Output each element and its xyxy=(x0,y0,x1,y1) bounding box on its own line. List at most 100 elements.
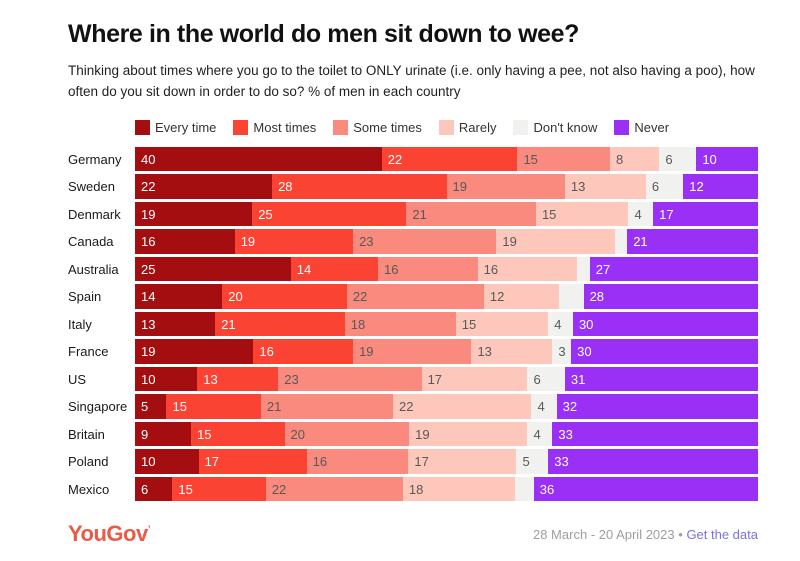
segment-value-label: 30 xyxy=(578,316,594,332)
chart-row: Australia 25 14 16 16 27 xyxy=(68,256,758,282)
legend-label: Don't know xyxy=(533,119,598,135)
segment-value-label: 15 xyxy=(461,316,477,332)
bar-segment: 25 xyxy=(135,256,291,282)
bar-segment: 19 xyxy=(409,421,528,447)
bar-segment: 21 xyxy=(627,229,759,254)
chart-row: Canada 16 19 23 19 21 xyxy=(68,229,759,254)
segment-value-label: 22 xyxy=(141,179,156,195)
bar-segment xyxy=(515,476,534,502)
bar-segment: 36 xyxy=(533,476,758,502)
bar-segment: 16 xyxy=(377,256,478,282)
bar-segment: 22 xyxy=(381,146,518,172)
bar-segment: 9 xyxy=(135,421,192,447)
bar-segment: 22 xyxy=(393,394,532,419)
bar-segment: 10 xyxy=(135,366,198,392)
segment-value-label: 31 xyxy=(570,371,586,387)
segment-value-label: 18 xyxy=(408,481,424,497)
legend-item: Rarely xyxy=(438,119,497,135)
legend-label: Some times xyxy=(353,119,422,135)
get-the-data-link[interactable]: Get the data xyxy=(686,526,758,542)
bar-segment: 30 xyxy=(572,311,758,337)
legend-label: Rarely xyxy=(458,119,497,135)
segment-value-label: 4 xyxy=(533,426,541,442)
chart-row: Italy 13 21 18 15 4 30 xyxy=(68,311,758,337)
segment-value-label: 28 xyxy=(278,179,293,195)
chart-row: Singapore 5 15 21 22 4 32 xyxy=(68,394,758,419)
chart-row: Mexico 6 15 22 18 36 xyxy=(68,476,758,502)
country-label: Poland xyxy=(68,454,109,470)
chart-subtitle: Thinking about times where you go to the… xyxy=(68,63,755,99)
legend-swatch xyxy=(614,119,630,135)
segment-value-label: 16 xyxy=(141,234,156,250)
bar-segment: 16 xyxy=(253,339,354,364)
segment-value-label: 4 xyxy=(537,399,545,415)
segment-value-label: 13 xyxy=(203,371,218,387)
segment-value-label: 17 xyxy=(204,454,220,470)
segment-value-label: 27 xyxy=(595,261,611,277)
bar-segment: 21 xyxy=(260,394,394,419)
chart-row: France 19 16 19 13 3 30 xyxy=(68,339,759,364)
bar-segment: 14 xyxy=(290,256,378,282)
stacked-bar: 25 14 16 16 27 xyxy=(135,256,758,282)
chart-row: Denmark 19 25 21 15 4 17 xyxy=(68,201,758,227)
chart-row: Germany 40 22 15 8 6 10 xyxy=(68,146,759,172)
bar-segment: 25 xyxy=(252,201,407,227)
bar-segment: 4 xyxy=(531,394,557,419)
segment-value-label: 16 xyxy=(383,261,399,277)
bar-segment: 19 xyxy=(234,229,354,254)
segment-value-label: 21 xyxy=(633,234,648,250)
segment-value-label: 4 xyxy=(554,316,562,332)
bar-segment: 20 xyxy=(222,284,347,309)
segment-value-label: 40 xyxy=(141,151,156,167)
segment-value-label: 19 xyxy=(502,234,517,250)
bar-segment: 17 xyxy=(653,201,758,227)
bar-segment: 10 xyxy=(696,146,759,172)
legend-label: Every time xyxy=(155,119,217,135)
bar-segment: 16 xyxy=(306,449,409,474)
bar-segment: 15 xyxy=(172,476,266,502)
bar-segment: 19 xyxy=(446,174,565,199)
logo-trademark-mark: ’ xyxy=(147,525,151,537)
stacked-bar: 10 13 23 17 6 31 xyxy=(135,366,758,392)
bar-segment: 31 xyxy=(564,366,758,392)
segment-value-label: 30 xyxy=(577,344,592,360)
bar-segment: 10 xyxy=(135,449,199,474)
segment-value-label: 4 xyxy=(634,206,642,222)
legend-label: Never xyxy=(634,119,670,135)
bar-segment: 16 xyxy=(477,256,578,282)
bar-segment: 13 xyxy=(197,366,279,392)
segment-value-label: 6 xyxy=(533,371,541,387)
chart-row: Sweden 22 28 19 13 6 12 xyxy=(68,174,758,199)
segment-value-label: 6 xyxy=(651,179,660,195)
bar-segment: 28 xyxy=(583,284,758,309)
legend-item: Every time xyxy=(135,119,217,135)
legend-item: Most times xyxy=(233,119,316,135)
stacked-bar: 13 21 18 15 4 30 xyxy=(135,311,758,337)
segment-value-label: 19 xyxy=(415,426,430,442)
bar-segment: 20 xyxy=(284,421,410,447)
bar-segment: 40 xyxy=(135,146,382,172)
bar-segment: 6 xyxy=(527,366,565,392)
segment-value-label: 14 xyxy=(141,289,156,305)
legend-swatch xyxy=(233,119,249,135)
segment-value-label: 22 xyxy=(387,151,403,167)
country-label: Canada xyxy=(68,234,114,250)
bar-segment: 33 xyxy=(552,421,758,447)
segment-value-label: 28 xyxy=(589,289,605,305)
page-title: Where in the world do men sit down to we… xyxy=(68,20,579,48)
bar-segment xyxy=(558,284,584,309)
bar-segment: 18 xyxy=(402,476,516,502)
bar-segment: 13 xyxy=(471,339,553,364)
chart-row: Britain 9 15 20 19 4 33 xyxy=(68,421,758,447)
bar-segment: 3 xyxy=(552,339,572,364)
date-range: 28 March - 20 April 2023 xyxy=(532,526,675,542)
bar-segment: 4 xyxy=(527,421,553,447)
bar-segment: 21 xyxy=(215,311,345,337)
bar-segment: 22 xyxy=(346,284,484,309)
chart: Germany 40 22 15 8 6 10 Sweden 22 28 19 13 6 12 Denmar… xyxy=(68,146,759,502)
bar-segment: 8 xyxy=(609,146,660,172)
bar-segment: 33 xyxy=(548,449,759,474)
segment-value-label: 36 xyxy=(539,481,555,497)
segment-value-label: 19 xyxy=(452,179,467,195)
segment-value-label: 22 xyxy=(352,289,368,305)
